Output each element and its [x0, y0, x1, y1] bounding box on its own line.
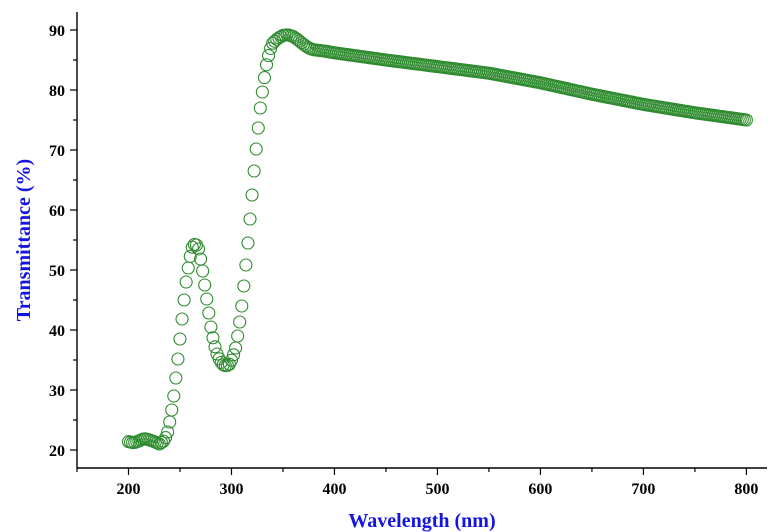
data-point [165, 403, 179, 417]
x-axis-ticks: 200 300 400 500 600 700 800 [76, 468, 758, 498]
data-point [154, 436, 168, 450]
data-point [231, 329, 245, 343]
data-point [233, 315, 247, 329]
y-tick-label: 50 [49, 263, 65, 280]
x-tick-label: 700 [631, 481, 655, 498]
data-point [739, 113, 753, 127]
y-tick-label: 90 [49, 23, 65, 40]
y-tick-label: 30 [49, 383, 65, 400]
data-point [235, 299, 249, 313]
data-point [169, 371, 183, 385]
data-point [179, 275, 193, 289]
data-point [171, 352, 185, 366]
data-point [241, 236, 255, 250]
data-point [255, 85, 269, 99]
y-axis-label: Transmittance (%) [13, 159, 35, 321]
data-point [161, 425, 175, 439]
x-tick-label: 500 [425, 481, 449, 498]
data-point [249, 142, 263, 156]
data-point [204, 320, 218, 334]
data-point [202, 306, 216, 320]
y-tick-label: 20 [49, 443, 65, 460]
data-point [245, 188, 259, 202]
data-point [200, 292, 214, 306]
data-series [121, 28, 753, 451]
data-point [251, 121, 265, 135]
data-point [243, 212, 257, 226]
data-point [196, 264, 210, 278]
plot-frame [76, 12, 767, 469]
x-tick-label: 400 [322, 481, 346, 498]
data-point [173, 332, 187, 346]
x-tick-label: 600 [528, 481, 552, 498]
data-point [159, 431, 173, 445]
data-point [262, 49, 276, 63]
data-point [156, 434, 171, 448]
x-tick-label: 300 [219, 481, 243, 498]
data-point [175, 312, 189, 326]
data-point [257, 71, 271, 85]
y-tick-label: 60 [49, 203, 65, 220]
data-point [183, 249, 197, 263]
x-tick-label: 200 [116, 481, 140, 498]
y-tick-label: 70 [49, 143, 65, 160]
data-point [181, 261, 195, 275]
data-point [224, 353, 239, 367]
data-point [237, 279, 251, 293]
y-tick-label: 40 [49, 323, 65, 340]
data-point [226, 348, 241, 362]
data-point [253, 101, 267, 115]
data-point [198, 278, 212, 292]
x-tick-label: 800 [734, 481, 758, 498]
data-point [214, 355, 228, 369]
data-point [259, 58, 274, 72]
y-tick-label: 80 [49, 83, 65, 100]
data-point [206, 331, 220, 345]
data-point [177, 293, 191, 307]
data-point [229, 341, 243, 355]
data-point [247, 164, 261, 178]
x-axis-label: Wavelength (nm) [348, 510, 495, 532]
data-point [191, 242, 206, 256]
data-point [167, 389, 181, 403]
data-point [208, 340, 222, 354]
data-point [239, 258, 253, 272]
y-axis-ticks: 20 30 40 50 60 70 80 90 [49, 23, 77, 460]
